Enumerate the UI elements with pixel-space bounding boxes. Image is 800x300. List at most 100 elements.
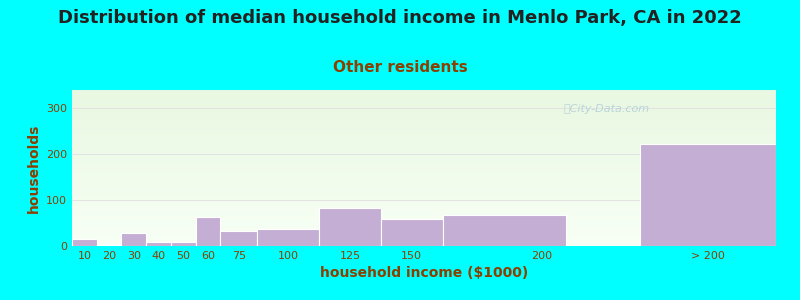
Bar — [72, 155, 776, 156]
Bar — [72, 169, 776, 170]
Bar — [72, 208, 776, 209]
Bar — [72, 234, 776, 235]
Bar — [72, 142, 776, 143]
Bar — [72, 189, 776, 190]
Bar — [72, 198, 776, 199]
Bar — [72, 101, 776, 102]
Bar — [72, 178, 776, 179]
Bar — [72, 116, 776, 117]
Bar — [72, 223, 776, 224]
Bar — [72, 159, 776, 160]
Bar — [72, 224, 776, 225]
Bar — [72, 229, 776, 230]
Bar — [72, 102, 776, 103]
Bar — [72, 124, 776, 125]
Bar — [72, 195, 776, 196]
Bar — [72, 239, 776, 240]
Bar — [72, 213, 776, 214]
Bar — [72, 196, 776, 197]
Bar — [72, 215, 776, 216]
Bar — [72, 135, 776, 136]
Bar — [72, 230, 776, 231]
Bar — [146, 242, 171, 246]
Bar — [72, 161, 776, 162]
Bar — [72, 200, 776, 201]
Bar — [72, 243, 776, 244]
Bar — [72, 114, 776, 115]
Bar — [72, 151, 776, 152]
Bar — [72, 193, 776, 194]
Bar — [72, 137, 776, 138]
Bar — [72, 115, 776, 116]
Bar — [72, 216, 776, 217]
Bar — [72, 168, 776, 169]
Bar — [72, 148, 776, 149]
Bar — [72, 241, 776, 242]
Bar — [442, 215, 566, 246]
Bar — [72, 173, 776, 174]
Bar — [72, 139, 776, 140]
Bar — [72, 242, 776, 243]
Bar — [72, 121, 776, 122]
Bar — [72, 104, 776, 105]
Bar — [72, 237, 776, 238]
Bar — [72, 113, 776, 114]
Bar — [72, 95, 776, 96]
Bar — [72, 149, 776, 150]
Bar — [72, 201, 776, 202]
Bar — [72, 181, 776, 182]
Bar — [72, 210, 776, 211]
Bar — [72, 129, 776, 130]
Bar — [72, 138, 776, 139]
Bar — [72, 231, 776, 232]
Bar — [72, 120, 776, 121]
Bar — [72, 207, 776, 208]
Text: Distribution of median household income in Menlo Park, CA in 2022: Distribution of median household income … — [58, 9, 742, 27]
Bar — [72, 117, 776, 118]
Bar — [72, 233, 776, 234]
Bar — [220, 231, 258, 246]
Bar — [72, 205, 776, 206]
Bar — [72, 106, 776, 107]
Bar — [72, 245, 776, 246]
Bar — [72, 97, 776, 98]
Bar — [72, 186, 776, 187]
Bar — [72, 111, 776, 112]
Bar — [72, 132, 776, 133]
Bar — [72, 183, 776, 184]
Bar — [72, 239, 97, 246]
Bar — [72, 182, 776, 183]
Bar — [72, 162, 776, 163]
Bar — [72, 170, 776, 171]
Bar — [72, 150, 776, 151]
X-axis label: household income ($1000): household income ($1000) — [320, 266, 528, 280]
Bar — [72, 153, 776, 154]
Bar — [72, 226, 776, 227]
Bar — [72, 99, 776, 100]
Bar — [72, 212, 776, 213]
Bar — [72, 127, 776, 128]
Bar — [195, 217, 220, 246]
Bar — [72, 185, 776, 186]
Bar — [72, 154, 776, 155]
Bar — [72, 147, 776, 148]
Bar — [72, 92, 776, 93]
Bar — [72, 174, 776, 175]
Bar — [72, 141, 776, 142]
Bar — [72, 244, 776, 245]
Y-axis label: households: households — [26, 123, 41, 213]
Bar — [72, 203, 776, 204]
Bar — [72, 105, 776, 106]
Bar — [72, 145, 776, 146]
Bar — [72, 236, 776, 237]
Bar — [72, 220, 776, 221]
Bar — [72, 108, 776, 109]
Bar — [72, 191, 776, 192]
Bar — [72, 187, 776, 188]
Bar — [72, 171, 776, 172]
Bar — [72, 202, 776, 203]
Bar — [72, 204, 776, 205]
Bar — [72, 188, 776, 189]
Bar — [122, 233, 146, 246]
Bar — [72, 93, 776, 94]
